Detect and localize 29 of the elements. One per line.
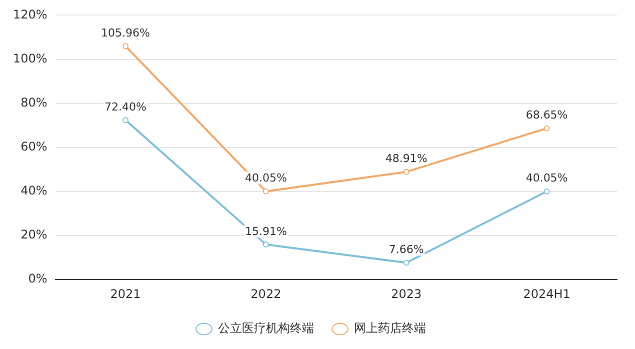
point [122, 43, 129, 50]
data-label: 48.91% [385, 152, 428, 166]
y-tick-label: 120% [12, 7, 48, 22]
point [262, 188, 269, 194]
point [403, 260, 410, 266]
y-tick-label: 80% [20, 95, 48, 110]
legend-label: 网上药店终端 [354, 321, 426, 336]
data-label: 7.66% [388, 243, 424, 256]
point [262, 242, 269, 248]
y-tick-label: 0% [28, 272, 48, 286]
y-tick-label: 20% [20, 228, 48, 242]
y-tick-label: 100% [12, 51, 48, 66]
y-tick-label: 40% [20, 184, 48, 198]
data-label: 15.91% [244, 224, 287, 238]
data-label: 40.05% [526, 172, 568, 185]
point [122, 117, 129, 124]
data-label: 105.96% [101, 26, 150, 40]
data-label: 40.05% [244, 172, 287, 185]
x-tick-label: 2022 [250, 286, 282, 301]
point [544, 188, 550, 194]
x-tick-label: 2021 [110, 286, 141, 301]
y-tick-label: 60% [20, 140, 48, 154]
data-label: 72.40% [104, 100, 146, 114]
point [544, 125, 550, 132]
x-tick-label: 2023 [391, 286, 422, 301]
legend-label: 公立医疗机构终端 [218, 321, 314, 336]
point [403, 168, 410, 175]
x-tick-label: 2024H1 [523, 286, 570, 301]
data-label: 68.65% [526, 108, 568, 122]
